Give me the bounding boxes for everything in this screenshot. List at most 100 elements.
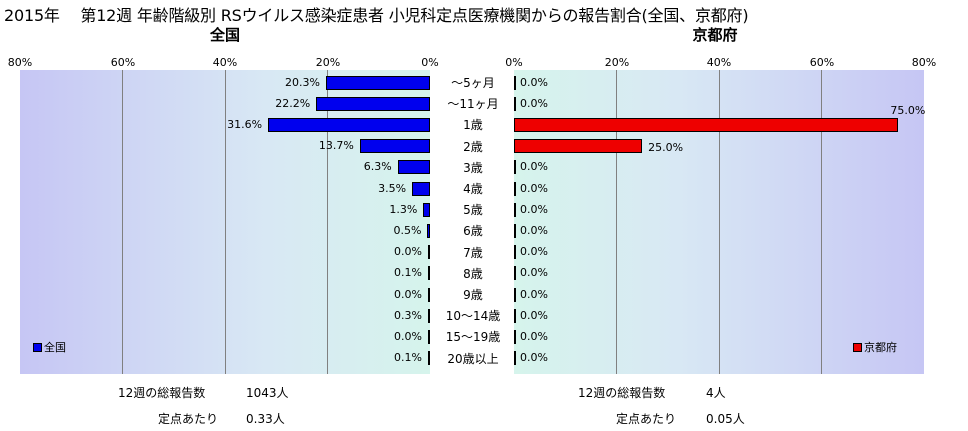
kyoto-data-label: 0.0% (520, 181, 548, 195)
kyoto-data-label: 0.0% (520, 224, 548, 237)
national-data-label: 0.0% (394, 287, 422, 301)
national-plot-area: 20.3% 22.2% 31.6% 13.7% 6.3% 3.5% 1.3% 0.5% 0.0%… (20, 70, 430, 374)
kyoto-bar (514, 224, 516, 238)
category-label: 6歳 (463, 224, 483, 239)
kyoto-data-label: 0.0% (520, 308, 548, 322)
kyoto-data-label: 0.0% (520, 96, 548, 110)
kyoto-bar (514, 96, 516, 111)
category-label: 5歳 (463, 203, 483, 218)
kyoto-bar (514, 330, 516, 344)
page-title: 2015年 第12週 年齢階級別 RSウイルス感染症患者 小児科定点医療機関から… (4, 6, 749, 25)
kyoto-bar (514, 181, 516, 196)
category-label: ～5ヶ月 (451, 76, 495, 90)
gridline (327, 70, 328, 374)
national-bar (428, 245, 430, 260)
national-legend: 全国 (33, 339, 66, 355)
kyoto-data-label: 25.0% (648, 141, 684, 155)
kyoto-data-label: 0.0% (520, 330, 548, 343)
kyoto-data-label: 0.0% (520, 245, 548, 259)
gridline (225, 70, 226, 374)
national-bar (397, 160, 430, 175)
category-label: 15～19歳 (445, 330, 501, 345)
legend-swatch (853, 342, 862, 352)
national-bar (428, 351, 430, 366)
kyoto-plot-area: 0.0% 0.0% 75.0% 25.0% 0.0% 0.0% 0.0% 0.0% 0.0% 0.… (514, 70, 926, 374)
national-bar (428, 287, 430, 302)
national-bar (423, 202, 430, 217)
kyoto-total-label: 12週の総報告数 (578, 386, 666, 400)
kyoto-data-label: 75.0% (890, 104, 926, 117)
kyoto-bar (514, 245, 516, 260)
kyoto-bar (514, 160, 516, 175)
national-tick-label: 0% (421, 56, 439, 69)
national-total-label: 12週の総報告数 (118, 386, 206, 400)
national-data-label: 6.3% (363, 160, 392, 174)
kyoto-bar (514, 308, 516, 323)
kyoto-legend: 京都府 (853, 339, 897, 355)
national-bar (412, 181, 430, 196)
national-bar (427, 224, 430, 238)
category-label: 4歳 (463, 182, 483, 196)
gridline (821, 70, 822, 374)
kyoto-data-label: 0.0% (520, 351, 548, 365)
legend-label: 京都府 (864, 341, 897, 354)
kyoto-data-label: 0.0% (520, 160, 548, 174)
national-tick-label: 80% (7, 56, 33, 69)
category-label: 3歳 (463, 160, 483, 175)
kyoto-total-value: 4人 (706, 386, 726, 400)
national-per-value: 0.33人 (246, 412, 285, 426)
national-bar (428, 308, 430, 323)
category-label: 20歳以上 (447, 351, 499, 366)
national-data-label: 13.7% (318, 139, 354, 153)
national-data-label: 0.3% (394, 308, 422, 322)
kyoto-data-label: 0.0% (520, 266, 548, 280)
national-tick-label: 60% (110, 56, 136, 69)
kyoto-panel-title: 京都府 (692, 26, 738, 44)
kyoto-data-label: 0.0% (520, 202, 548, 216)
kyoto-data-label: 0.0% (520, 75, 548, 89)
gridline (616, 70, 617, 374)
category-label: 10～14歳 (445, 309, 501, 324)
national-data-label: 20.3% (285, 75, 320, 89)
kyoto-per-label: 定点あたり (616, 412, 677, 426)
national-bar (268, 118, 430, 132)
national-total-value: 1043人 (246, 386, 289, 400)
national-data-label: 0.5% (393, 224, 422, 237)
national-bar (428, 266, 430, 281)
category-label: 9歳 (463, 288, 483, 302)
kyoto-bar (514, 139, 643, 154)
kyoto-per-value: 0.05人 (706, 412, 745, 426)
national-bar (316, 96, 430, 111)
kyoto-tick-label: 20% (604, 56, 630, 69)
national-data-label: 3.5% (378, 181, 407, 195)
national-data-label: 0.0% (394, 330, 422, 343)
category-label: 2歳 (463, 139, 483, 154)
national-tick-label: 20% (315, 56, 341, 69)
kyoto-bar (514, 75, 516, 90)
national-bar (325, 75, 430, 90)
national-data-label: 0.1% (394, 266, 422, 280)
kyoto-bar (514, 202, 516, 217)
kyoto-tick-label: 80% (911, 56, 937, 69)
legend-swatch (33, 342, 42, 352)
kyoto-bar (514, 287, 516, 302)
kyoto-tick-label: 0% (505, 56, 523, 69)
kyoto-tick-label: 60% (809, 56, 835, 69)
national-bar (359, 139, 430, 154)
gridline (122, 70, 123, 374)
legend-label: 全国 (44, 341, 66, 354)
national-data-label: 0.1% (394, 351, 422, 365)
national-data-label: 22.2% (275, 96, 311, 110)
national-panel-title: 全国 (209, 26, 240, 44)
category-label: 1歳 (463, 118, 483, 133)
national-data-label: 0.0% (394, 245, 422, 259)
category-label: 7歳 (463, 245, 483, 260)
kyoto-tick-label: 40% (706, 56, 732, 69)
kyoto-data-label: 0.0% (520, 287, 548, 301)
national-data-label: 1.3% (389, 202, 418, 216)
national-tick-label: 40% (212, 56, 238, 69)
category-label: ～11ヶ月 (447, 97, 499, 112)
national-per-label: 定点あたり (158, 412, 219, 426)
national-bar (428, 330, 430, 344)
